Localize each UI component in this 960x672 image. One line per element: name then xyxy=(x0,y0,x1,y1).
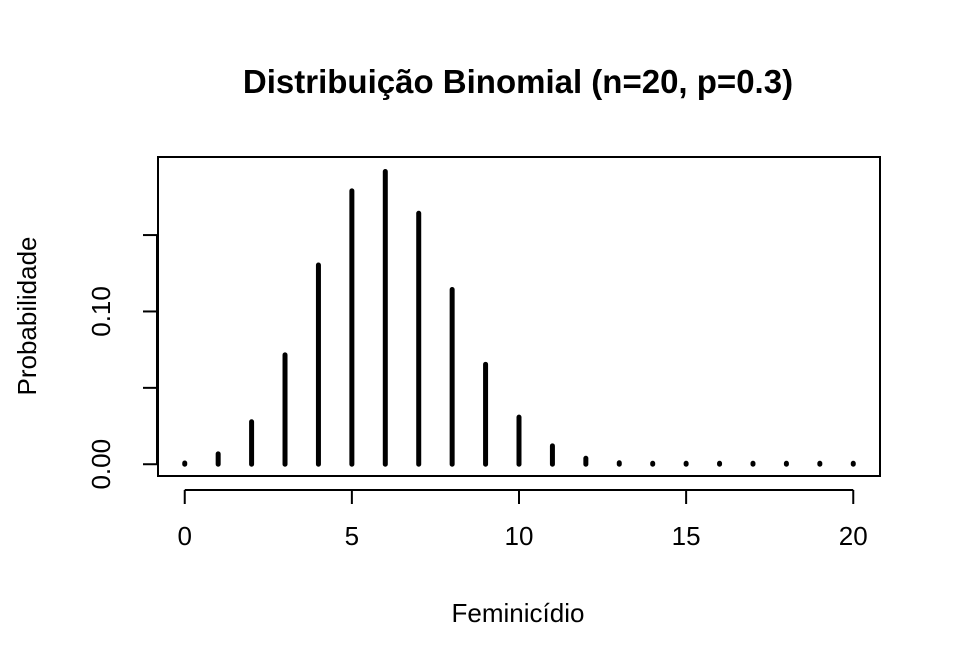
y-tick-label-2: 0.10 xyxy=(86,286,116,337)
y-tick-label-0: 0.00 xyxy=(86,439,116,490)
x-axis: 0 5 10 15 20 xyxy=(178,489,868,551)
y-axis-label: Probabilidade xyxy=(12,236,42,395)
x-tick-label-5: 5 xyxy=(345,521,359,551)
x-tick-label-10: 10 xyxy=(505,521,534,551)
x-tick-label-20: 20 xyxy=(839,521,868,551)
bars-group xyxy=(182,169,856,467)
x-tick-label-15: 15 xyxy=(672,521,701,551)
x-tick-label-0: 0 xyxy=(178,521,192,551)
x-axis-label: Feminicídio xyxy=(452,598,585,628)
chart-title: Distribuição Binomial (n=20, p=0.3) xyxy=(243,63,793,100)
y-axis: 0.00 0.10 xyxy=(86,234,158,490)
